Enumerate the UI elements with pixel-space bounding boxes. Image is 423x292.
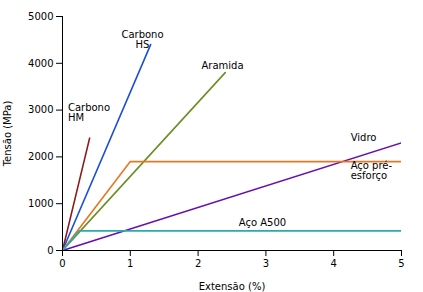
svg-text:3: 3 [263,258,269,269]
svg-text:2000: 2000 [28,151,53,162]
svg-text:1: 1 [127,258,133,269]
svg-text:Extensão (%): Extensão (%) [199,281,266,292]
svg-text:Vidro: Vidro [351,132,377,143]
svg-text:5000: 5000 [28,11,53,22]
svg-text:1000: 1000 [28,198,53,209]
svg-text:0: 0 [59,258,65,269]
svg-text:3000: 3000 [28,104,53,115]
svg-text:CarbonoHM: CarbonoHM [68,102,110,123]
svg-text:0: 0 [47,245,53,256]
svg-text:CarbonoHS: CarbonoHS [121,29,163,50]
svg-text:Aramida: Aramida [201,60,243,71]
svg-text:Aço pré-esforço: Aço pré-esforço [351,160,393,181]
svg-text:5: 5 [398,258,404,269]
svg-text:Aço A500: Aço A500 [239,217,286,228]
svg-text:2: 2 [195,258,201,269]
svg-text:4: 4 [331,258,337,269]
svg-text:4000: 4000 [28,58,53,69]
svg-text:Tensão (MPa): Tensão (MPa) [2,101,13,168]
